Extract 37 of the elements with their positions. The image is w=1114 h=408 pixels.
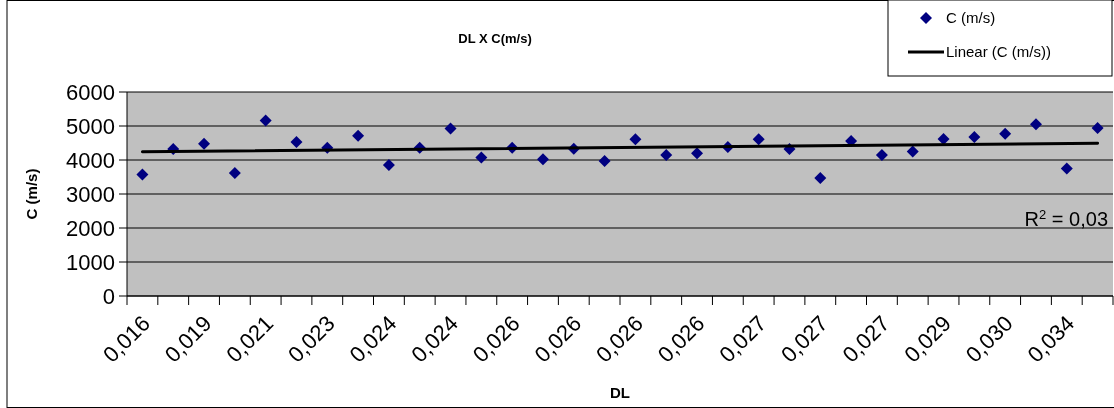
point (352, 129, 365, 142)
point (475, 151, 488, 164)
y-tick-label: 3000 (66, 181, 115, 207)
point (1091, 122, 1104, 135)
point (937, 132, 950, 145)
point (814, 172, 827, 185)
legend-label: C (m/s) (946, 9, 996, 27)
annotation: R$^{2}$ = 0,03 (1024, 206, 1108, 230)
point (382, 159, 395, 172)
point (906, 145, 919, 158)
point (875, 148, 888, 161)
point (536, 153, 549, 166)
point (136, 168, 149, 181)
point (1029, 118, 1042, 131)
y-axis-title: C (m/s) (23, 168, 40, 220)
point (968, 130, 981, 143)
point (198, 137, 211, 150)
y-tick-label: 1000 (66, 249, 115, 275)
y-tick-label: 2000 (66, 215, 115, 241)
point (1060, 162, 1073, 175)
point (752, 133, 765, 146)
point (259, 114, 272, 127)
point (629, 133, 642, 146)
chart-title: DL X C(m/s) (458, 31, 532, 46)
point (660, 148, 673, 161)
legend-label: Linear (C (m/s)) (946, 43, 1052, 61)
y-tick-label: 0 (102, 283, 115, 309)
point (598, 155, 611, 168)
point (228, 166, 241, 179)
y-tick-label: 4000 (66, 147, 115, 173)
x-axis-title: DL (610, 384, 630, 401)
point (691, 147, 704, 160)
y-tick-label: 6000 (66, 79, 115, 105)
y-tick-label: 5000 (66, 113, 115, 139)
point (290, 135, 303, 148)
point (444, 122, 457, 135)
point (999, 127, 1012, 140)
